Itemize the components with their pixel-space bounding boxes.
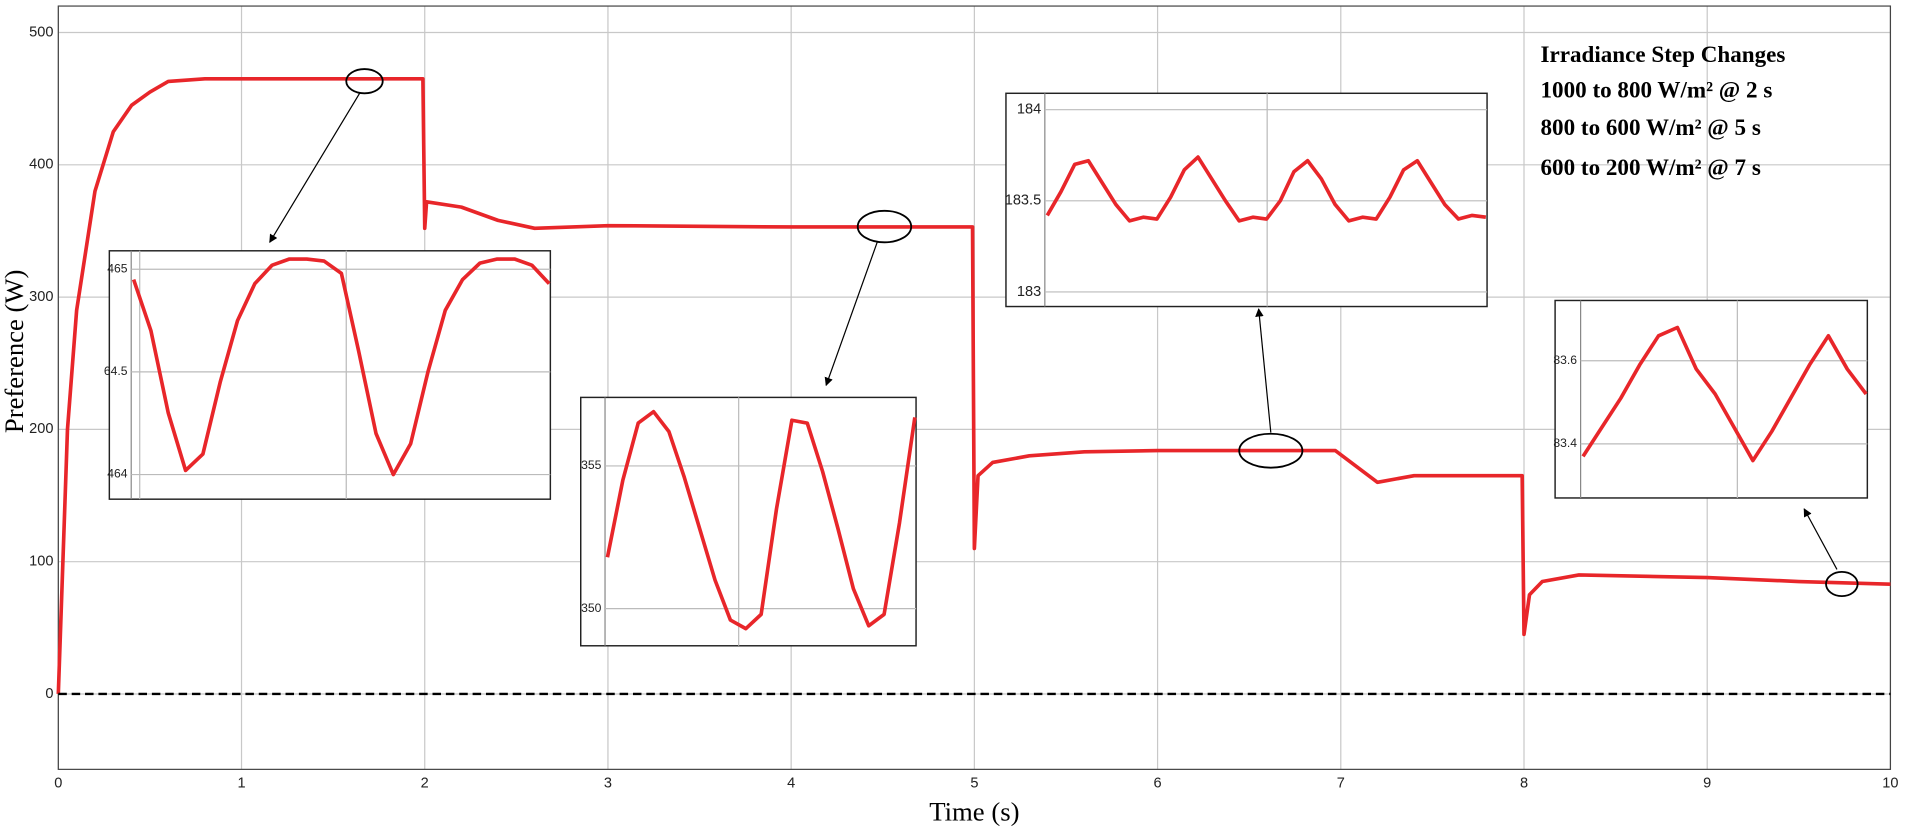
- arrow: [824, 242, 878, 387]
- inset-tick-label: 465: [107, 261, 128, 275]
- inset: 183 183.5 184: [1005, 92, 1488, 308]
- arrow: [269, 92, 361, 244]
- x-tick-label: 9: [1703, 776, 1711, 792]
- inset-frame: [1005, 92, 1488, 308]
- y-tick-label: 400: [29, 157, 53, 173]
- annotation: 1000 to 800 W/m² @ 2 s: [1541, 76, 1773, 103]
- y-tick-label: 500: [29, 24, 53, 40]
- y-tick-label: 200: [29, 421, 53, 437]
- inset-tick-label: 183: [1017, 284, 1041, 300]
- inset-line: [1045, 155, 1487, 223]
- x-tick-label: 4: [787, 776, 795, 792]
- x-tick-label: 1: [237, 776, 245, 792]
- arrow: [1255, 308, 1272, 433]
- y-axis-label: Preference (W): [0, 270, 29, 433]
- zoom-ellipse: [1825, 570, 1859, 598]
- x-tick-label: 7: [1337, 776, 1345, 792]
- x-tick-label: 6: [1154, 776, 1162, 792]
- annotation: 600 to 200 W/m² @ 7 s: [1541, 154, 1761, 181]
- line-series: [56, 76, 1891, 695]
- inset-tick-label: 184: [1017, 102, 1041, 118]
- x-tick-label: 5: [970, 776, 978, 792]
- plot-frame: [57, 5, 1892, 770]
- annotation: Irradiance Step Changes: [1541, 41, 1786, 67]
- inset-tick-label: 183.5: [1005, 193, 1041, 209]
- annotation: 800 to 600 W/m² @ 5 s: [1541, 114, 1761, 141]
- zoom-ellipse: [856, 209, 913, 244]
- y-tick-label: 300: [29, 289, 53, 305]
- inset-line: [131, 257, 551, 477]
- x-tick-label: 2: [421, 776, 429, 792]
- inset-tick-label: 64.5: [104, 364, 128, 378]
- arrow: [1803, 508, 1838, 570]
- x-tick-label: 10: [1882, 776, 1898, 792]
- x-axis-label: Time (s): [929, 796, 1019, 826]
- y-tick-label: 0: [45, 686, 53, 702]
- inset: 464 64.5 465: [104, 250, 552, 500]
- inset-frame: [1554, 299, 1869, 499]
- inset: 350 355: [580, 396, 917, 647]
- inset-tick-label: 464: [107, 467, 128, 481]
- inset-frame: [108, 250, 552, 500]
- callouts: [269, 68, 1859, 598]
- inset-line: [1581, 325, 1868, 463]
- inset: 83.4 83.6: [1553, 299, 1869, 499]
- inset-tick-label: 350: [581, 601, 602, 615]
- inset-line: [605, 409, 917, 631]
- x-tick-label: 8: [1520, 776, 1528, 792]
- x-tick-label: 3: [604, 776, 612, 792]
- zoom-ellipse: [1238, 432, 1304, 469]
- inset-tick-label: 83.6: [1553, 353, 1577, 367]
- inset-tick-label: 355: [581, 458, 602, 472]
- zoom-ellipse: [345, 68, 384, 95]
- x-tick-label: 0: [54, 776, 62, 792]
- y-tick-label: 100: [29, 554, 53, 570]
- inset-tick-label: 83.4: [1553, 436, 1577, 450]
